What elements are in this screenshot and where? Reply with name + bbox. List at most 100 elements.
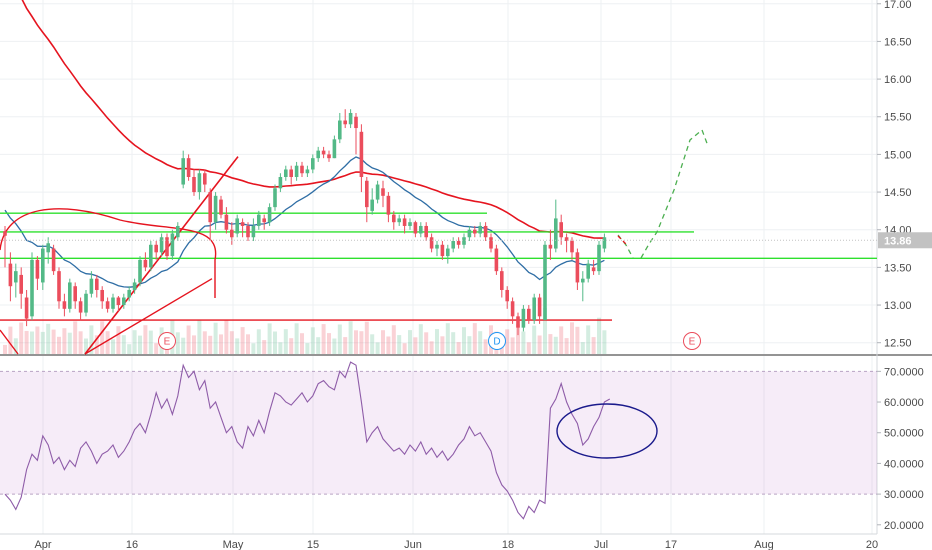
candle-body xyxy=(505,289,509,302)
moving-average-short xyxy=(4,156,605,288)
candle-body xyxy=(500,271,504,290)
volume-bar xyxy=(445,323,450,354)
candle-body xyxy=(192,177,196,193)
volume-bar xyxy=(186,325,191,354)
candle-body xyxy=(73,286,77,302)
candle-body xyxy=(8,263,13,287)
volume-bar xyxy=(148,330,153,354)
volume-bar xyxy=(202,331,207,354)
volume-bar xyxy=(316,337,321,354)
candle-body xyxy=(138,259,142,283)
volume-bar xyxy=(121,335,126,354)
candle-body xyxy=(84,293,88,313)
volume-bar xyxy=(289,338,294,354)
candle-body xyxy=(591,267,596,272)
candle-body xyxy=(532,297,536,321)
volume-bar xyxy=(192,335,196,354)
candle-body xyxy=(397,218,401,223)
event-marker xyxy=(683,332,701,350)
event-marker-label: E xyxy=(164,337,171,348)
candle-body xyxy=(402,218,407,226)
volume-bar xyxy=(424,332,429,354)
candle-body xyxy=(170,233,175,257)
candle-body xyxy=(446,248,450,257)
candle-body xyxy=(586,263,590,279)
candle-body xyxy=(289,169,293,177)
candle-body xyxy=(122,297,126,306)
candle-body xyxy=(462,237,466,245)
candle-body xyxy=(278,177,283,189)
freehand-drawing xyxy=(0,329,19,355)
price-axis[interactable]: 12.5013.0013.5014.0014.5015.0015.5016.00… xyxy=(877,0,932,350)
volume-bar xyxy=(251,343,256,354)
last-price-label: 13.86 xyxy=(884,235,912,247)
rsi-pane[interactable] xyxy=(0,361,877,520)
candle-body xyxy=(386,195,391,215)
volume-bar xyxy=(116,326,121,354)
candle-body xyxy=(154,244,158,253)
volume-bar xyxy=(94,335,99,354)
candle-body xyxy=(181,158,185,185)
candle-body xyxy=(467,229,472,238)
candle-body xyxy=(132,282,137,290)
candle-body xyxy=(359,131,364,177)
volume-bar xyxy=(343,337,348,354)
volume-bar xyxy=(526,342,531,354)
rsi-axis-tick: 40.0000 xyxy=(884,458,924,470)
volume-bar xyxy=(472,323,477,354)
rsi-axis-tick: 60.0000 xyxy=(884,397,924,409)
rsi-axis-tick: 30.0000 xyxy=(884,489,924,501)
volume-bar xyxy=(440,336,445,354)
volume-bar xyxy=(24,330,29,354)
volume-bar xyxy=(154,343,159,354)
candle-body xyxy=(370,199,374,211)
volume-bar xyxy=(548,334,553,354)
price-axis-tick: 16.50 xyxy=(884,36,912,48)
price-axis-tick: 13.50 xyxy=(884,262,912,274)
volume-bar xyxy=(381,330,385,354)
candle-body xyxy=(516,316,520,328)
volume-bar xyxy=(429,341,434,354)
price-axis-tick: 13.00 xyxy=(884,300,912,312)
volume-bar xyxy=(51,329,56,354)
volume-bar xyxy=(375,342,380,354)
price-axis-tick: 12.50 xyxy=(884,338,912,350)
volume-bar xyxy=(40,331,45,354)
volume-bar xyxy=(580,342,585,354)
candle-body xyxy=(62,301,67,309)
candle-body xyxy=(57,271,61,302)
candle-body xyxy=(483,225,488,238)
candle-body xyxy=(284,169,288,177)
volume-bar xyxy=(510,337,515,354)
candle-body xyxy=(451,241,455,249)
candle-body xyxy=(489,237,493,249)
candle-body xyxy=(564,237,569,242)
volume-bar xyxy=(564,338,569,354)
last-price-badge xyxy=(878,232,932,249)
volume-bar xyxy=(467,336,472,354)
volume-bar xyxy=(138,335,142,354)
volume-bar xyxy=(575,326,580,354)
candle-body xyxy=(267,207,272,223)
rsi-axis[interactable]: 20.0000 30.0000 40.0000 50.0000 60.0000 70.00… xyxy=(877,366,924,532)
volume-bar xyxy=(256,329,261,354)
candle-body xyxy=(332,139,337,159)
volume-bar xyxy=(57,336,61,354)
volume-bar xyxy=(337,324,342,354)
candle-body xyxy=(116,297,121,306)
candle-body xyxy=(35,259,40,279)
candle-body xyxy=(575,252,580,283)
volume-bar xyxy=(213,322,218,354)
candle-body xyxy=(3,231,7,236)
candle-body xyxy=(570,241,574,253)
candle-body xyxy=(46,243,50,253)
candle-body xyxy=(343,120,347,125)
time-axis-tick: Apr xyxy=(34,539,51,550)
volume-bar xyxy=(219,334,223,354)
candle-body xyxy=(527,308,531,321)
time-axis[interactable]: Apr 16 May 15 Jun 18 Jul 17 Aug 20 xyxy=(34,539,878,550)
volume-bar xyxy=(224,320,229,354)
volume-bar xyxy=(262,340,267,354)
